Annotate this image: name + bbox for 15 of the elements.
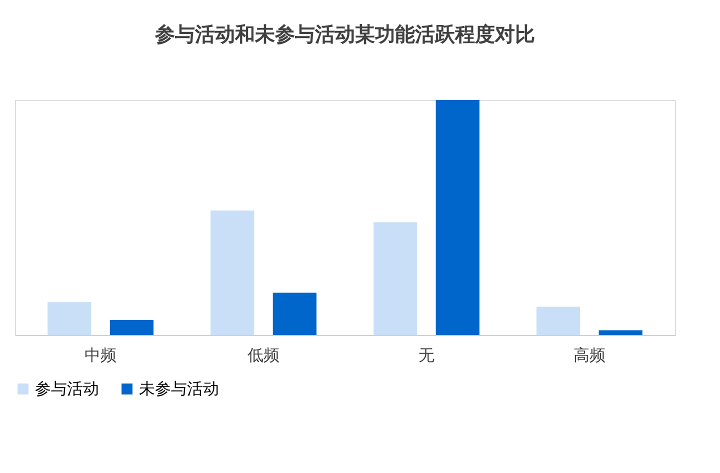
bar	[272, 292, 316, 335]
bar	[536, 306, 580, 335]
bar	[598, 330, 642, 335]
x-tick-label: 无	[418, 346, 434, 364]
bar	[110, 320, 154, 335]
bar	[210, 210, 254, 335]
chart-title: 参与活动和未参与活动某功能活跃程度对比	[154, 22, 535, 46]
bar	[374, 222, 418, 335]
legend-label: 未参与活动	[139, 379, 219, 398]
legend-label: 参与活动	[35, 379, 99, 398]
bar	[48, 302, 92, 335]
bar	[436, 100, 480, 335]
x-tick-label: 低频	[248, 346, 280, 364]
x-tick-label: 中频	[84, 346, 117, 364]
x-tick-label: 高频	[573, 346, 606, 364]
